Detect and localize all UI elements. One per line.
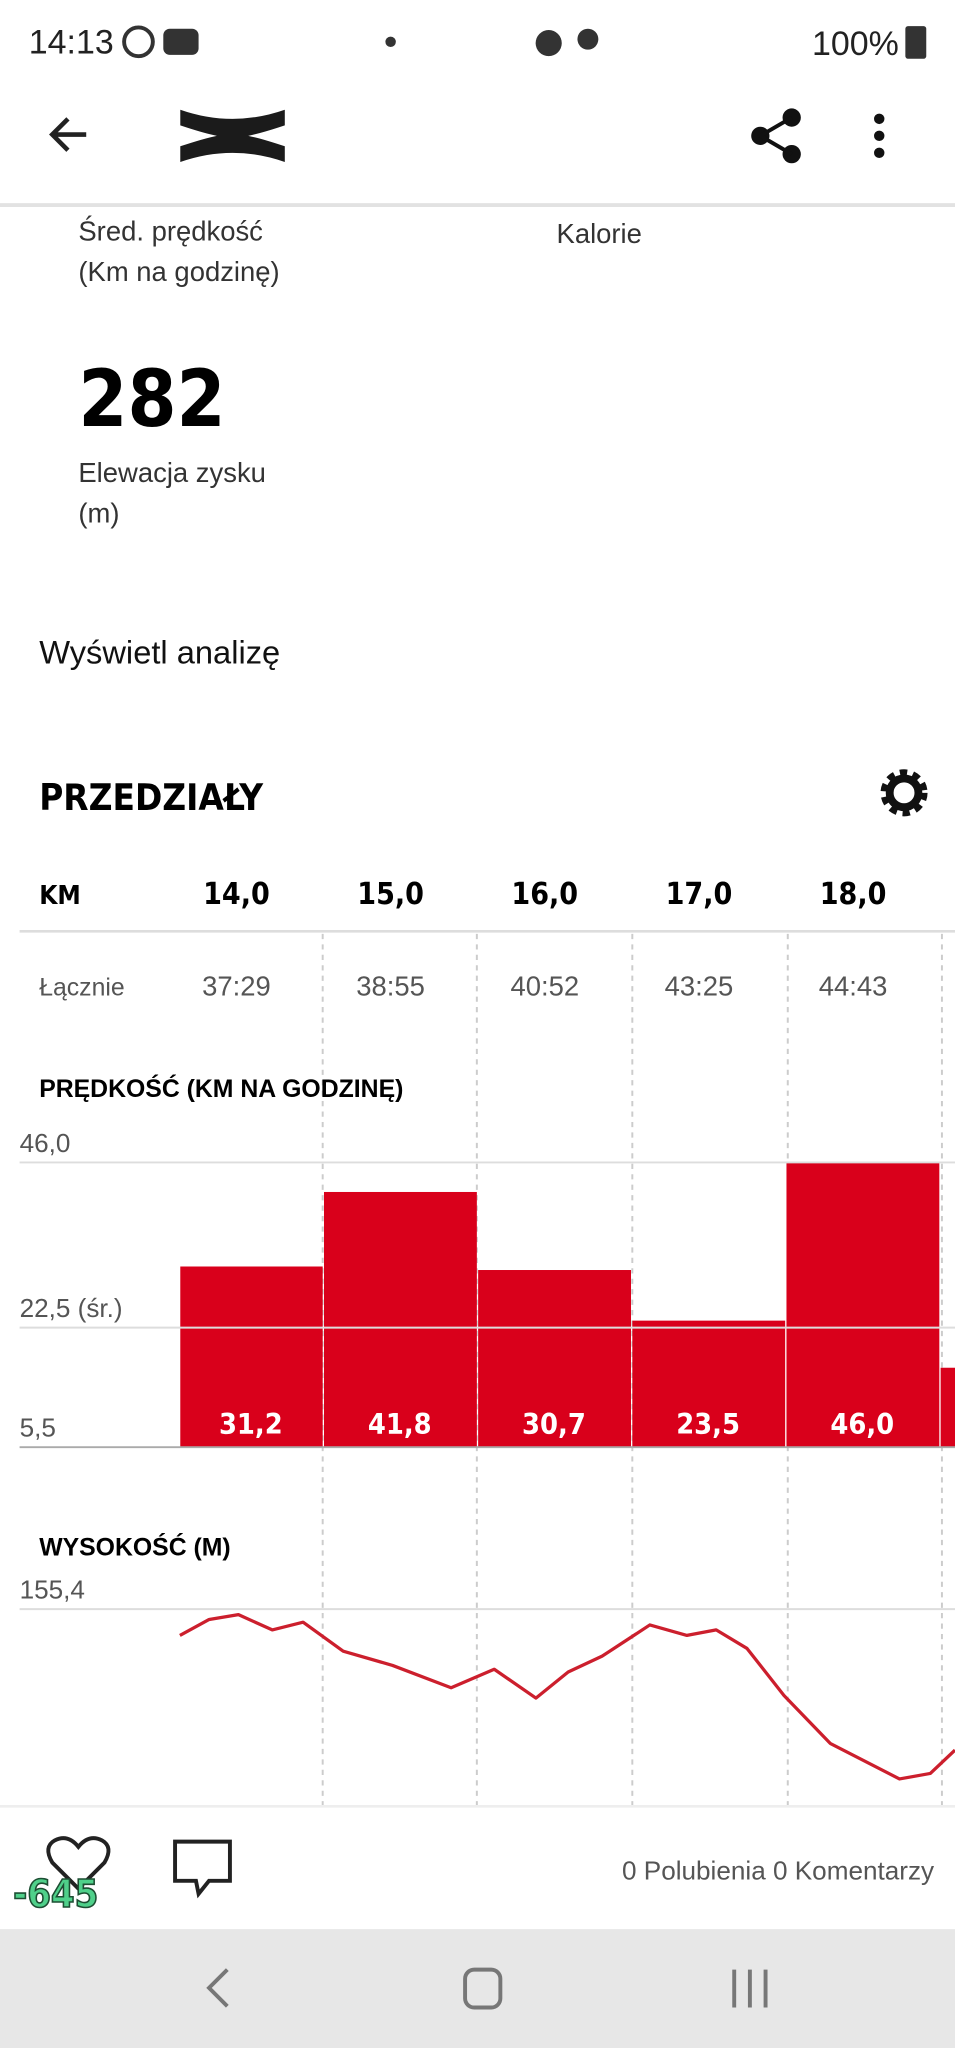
icon: [756, 115, 793, 156]
icon: [885, 774, 923, 812]
y-tick-label: 46,0: [20, 1128, 71, 1158]
elevation-chart: WYSOKOŚĆ (M) 155,4: [19, 1534, 955, 1781]
table-header: KM: [39, 881, 81, 911]
icon: [163, 28, 199, 55]
battery-icon: [905, 26, 927, 59]
bar-label: 41,8: [368, 1407, 432, 1441]
social-summary: 0 Polubienia 0 Komentarzy: [622, 1856, 934, 1886]
icon: [385, 36, 396, 48]
y-tick-label: 155,4: [20, 1575, 85, 1605]
nav-bar: [0, 1929, 955, 2048]
nav-recents[interactable]: [732, 1969, 768, 2008]
icon: [874, 130, 885, 142]
footer-bar: [0, 1806, 955, 1928]
badge: -645: [13, 1872, 98, 1916]
comment-button[interactable]: [173, 1839, 232, 1899]
bar: [940, 1367, 955, 1448]
icon: [874, 113, 885, 125]
table-cell: 37:29: [202, 970, 271, 1001]
table-cell: 38:55: [356, 970, 425, 1001]
back-button[interactable]: [49, 117, 87, 152]
icon: [577, 28, 599, 50]
table-header: 14,0: [203, 877, 270, 912]
settings-button[interactable]: [880, 769, 928, 817]
icon: [874, 147, 885, 159]
bar: [180, 1266, 323, 1448]
analysis-link[interactable]: Wyświetl analizę: [39, 634, 280, 671]
y-tick-label: 22,5 (śr.): [20, 1293, 123, 1323]
table-cell: 40:52: [510, 970, 579, 1001]
section-title: PRZEDZIAŁY: [39, 776, 264, 819]
column-dividers: [321, 933, 943, 1806]
calories-label: Kalorie: [557, 218, 642, 249]
bar-label: 31,2: [219, 1407, 283, 1441]
nav-home[interactable]: [463, 1967, 503, 2010]
bar: [786, 1162, 940, 1448]
bar: [478, 1270, 632, 1448]
share-button[interactable]: [751, 108, 801, 164]
elevation-value: 282: [78, 354, 225, 445]
like-button[interactable]: [46, 1836, 111, 1892]
stat-label-box: Śred. prędkość (Km na godzinę): [78, 216, 280, 288]
status-icons: [122, 25, 927, 59]
bar-label: 30,7: [522, 1407, 586, 1441]
status-time: 14:13: [29, 24, 114, 62]
bar: [632, 1320, 786, 1448]
elevation-label: Elewacja zysku (m): [78, 458, 266, 529]
nav-back[interactable]: [206, 1968, 229, 2008]
avg-speed-label: Śred. prędkość (Km na godzinę): [78, 216, 280, 288]
table-header: 17,0: [666, 877, 733, 912]
elevation-line: [179, 1612, 955, 1781]
icon: [122, 25, 155, 59]
brand-logo: [180, 109, 285, 162]
bar-label: 23,5: [676, 1407, 740, 1441]
intervals-table: KM 14,0 15,0 16,0 17,0 18,0 Łącznie 37:29 38:55 4…: [39, 877, 887, 1001]
table-cell: 44:43: [819, 970, 888, 1001]
table-header: 15,0: [357, 877, 424, 912]
table-header: 18,0: [820, 877, 887, 912]
app-bar: [0, 78, 955, 204]
table-header: 16,0: [511, 877, 578, 912]
speed-chart: PRĘDKOŚĆ (KM NA GODZINĘ) 31,2 41,8 30,7 23,5…: [19, 1075, 955, 1449]
bar-label: 46,0: [830, 1407, 894, 1441]
icon: [535, 30, 562, 57]
table-cell: 43:25: [665, 970, 734, 1001]
chart-title: PRĘDKOŚĆ (KM NA GODZINĘ): [39, 1075, 403, 1103]
y-tick-label: 5,5: [20, 1413, 56, 1443]
stat-label-box: Elewacja zysku (m): [78, 458, 266, 529]
chart-title: WYSOKOŚĆ (M): [39, 1534, 231, 1562]
menu-button[interactable]: [874, 113, 885, 159]
table-cell: Łącznie: [39, 974, 124, 1001]
bar: [323, 1191, 477, 1448]
status-battery: 100%: [812, 25, 899, 63]
